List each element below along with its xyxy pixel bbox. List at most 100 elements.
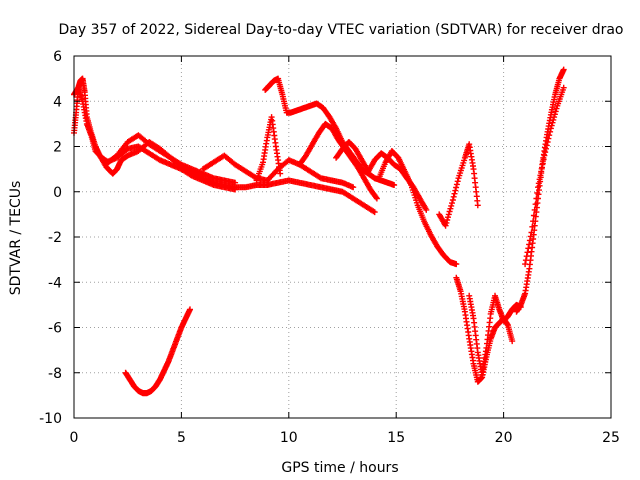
data-point (553, 105, 560, 112)
data-point (549, 119, 556, 126)
data-point (450, 193, 457, 200)
data-point (543, 142, 550, 149)
series-morning-trough (122, 306, 193, 397)
data-point (350, 184, 357, 191)
data-point (447, 205, 454, 212)
data-point (531, 206, 538, 213)
data-point (453, 261, 460, 268)
data-point (532, 201, 539, 208)
data-point (539, 160, 546, 167)
data-point (547, 128, 554, 135)
data-point (546, 132, 553, 139)
data-point (449, 197, 456, 203)
data-point (445, 214, 451, 221)
y-tick-label: -4 (48, 275, 62, 291)
series-spike-nine (253, 114, 284, 184)
data-point (449, 200, 455, 207)
plot-area (71, 66, 567, 397)
data-point (509, 338, 516, 345)
data-point (453, 184, 460, 191)
data-point (373, 195, 380, 202)
data-point (537, 172, 544, 179)
chart-title: Day 357 of 2022, Sidereal Day-to-day VTE… (58, 22, 623, 38)
data-point (528, 229, 535, 236)
data-point (548, 122, 555, 129)
x-tick-label: 10 (280, 430, 298, 446)
data-point (371, 209, 378, 216)
x-tick-label: 20 (495, 430, 513, 446)
y-tick-label: -6 (48, 321, 62, 337)
data-point (547, 125, 554, 132)
data-point (454, 178, 461, 185)
axis-ticks: 0 5 10 15 20 25 -10 -8 -6 -4 -2 0 2 4 6 (39, 49, 620, 446)
series-midday-a (189, 168, 378, 216)
data-point (277, 170, 284, 177)
data-point (474, 202, 481, 209)
x-tick-label: 15 (387, 430, 405, 446)
data-point (535, 180, 542, 187)
data-point (550, 116, 557, 123)
y-tick-label: 4 (53, 94, 62, 110)
data-point (534, 189, 541, 196)
data-point (451, 190, 458, 197)
series-early-morning (71, 75, 239, 186)
data-point (533, 195, 540, 202)
x-axis-label: GPS time / hours (281, 460, 398, 476)
x-tick-label: 25 (602, 430, 620, 446)
y-axis-label: SDTVAR / TECUs (8, 181, 24, 296)
series-late-afternoon (376, 148, 460, 268)
data-point (373, 194, 380, 201)
data-point (543, 145, 549, 152)
x-tick-label: 5 (177, 430, 186, 446)
y-tick-label: -10 (39, 411, 62, 427)
data-point (560, 66, 567, 73)
data-point (444, 217, 451, 223)
y-tick-label: 0 (53, 185, 62, 201)
y-tick-label: -8 (48, 366, 62, 382)
data-point (523, 253, 530, 260)
data-point (529, 223, 536, 230)
data-point (443, 219, 450, 226)
data-point (527, 233, 534, 240)
data-point (522, 261, 529, 268)
data-point (442, 222, 449, 229)
data-point (530, 212, 537, 219)
data-point (524, 249, 531, 256)
data-point (535, 184, 541, 191)
data-point (453, 181, 460, 188)
data-point (391, 182, 398, 188)
data-point (448, 202, 455, 209)
data-point (423, 206, 430, 213)
y-tick-label: 6 (53, 49, 62, 65)
data-point (545, 135, 552, 142)
data-point (551, 114, 558, 121)
data-point (544, 139, 551, 145)
series-line (73, 77, 236, 184)
data-point (540, 156, 547, 163)
data-point (538, 168, 545, 175)
y-tick-label: 2 (53, 140, 62, 156)
data-point (522, 257, 529, 264)
data-point (542, 149, 549, 156)
data-point (551, 111, 558, 118)
series-afternoon-b (296, 120, 380, 202)
data-point (552, 108, 559, 115)
x-tick-label: 0 (70, 430, 79, 446)
data-point (560, 84, 567, 91)
data-point (536, 176, 543, 183)
data-point (526, 237, 533, 244)
data-point (525, 245, 532, 252)
data-point (445, 211, 452, 218)
data-point (446, 208, 453, 215)
data-point (526, 241, 533, 248)
data-point (187, 306, 193, 313)
data-point (541, 152, 548, 159)
series-night-rise-b (522, 84, 567, 268)
data-point (539, 164, 545, 171)
data-point (530, 218, 537, 225)
data-point (452, 187, 459, 194)
series-evening-spike (436, 141, 481, 229)
series-afternoon-high (262, 75, 398, 188)
series-evening-b (466, 292, 524, 378)
